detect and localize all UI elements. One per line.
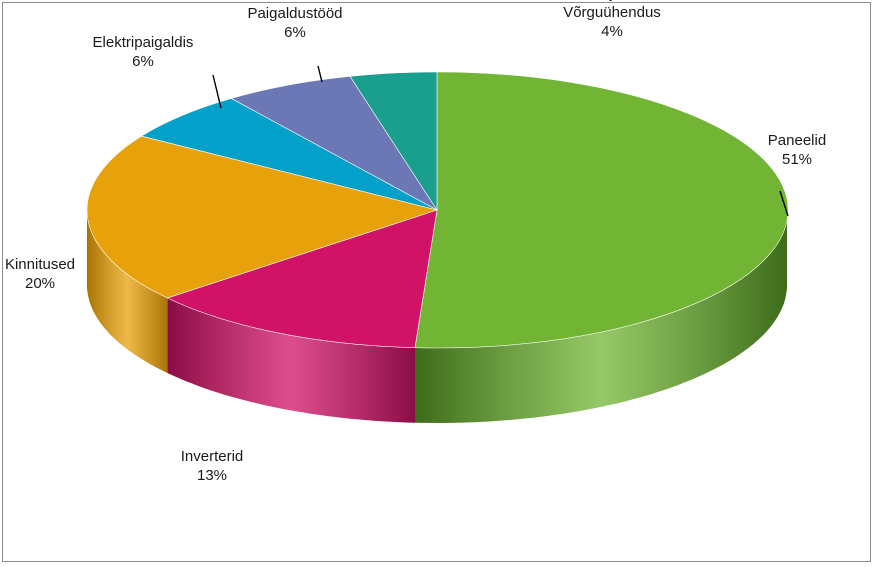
slice-percent-label: 20% [25,275,55,292]
slice-percent-label: 6% [284,24,306,41]
slice-category-label: Võrguühendus [563,4,661,21]
pie-slice [140,98,438,211]
slice-category-label: Elektripaigaldis [93,34,194,51]
slice-percent-label: 4% [601,23,623,40]
slice-category-label: Inverterid [181,448,244,465]
pie-side-1 [167,298,415,423]
pie-slice [230,75,438,211]
pie-side-2 [87,210,168,373]
leader-line [317,65,323,83]
slice-category-label: Projekt, [587,0,638,2]
slice-percent-label: 13% [197,467,227,484]
leader-line [212,74,222,109]
slice-category-label: Paneelid [768,132,826,149]
slice-percent-label: 6% [132,53,154,70]
pie-slice [166,209,438,349]
slice-category-label: Paigaldustööd [247,5,342,22]
slice-category-label: Kinnitused [5,256,75,273]
pie-slice [349,71,438,212]
slice-percent-label: 51% [782,151,812,168]
pie-slice [86,135,439,299]
leader-line [779,190,789,217]
pie-side-0 [415,210,787,423]
